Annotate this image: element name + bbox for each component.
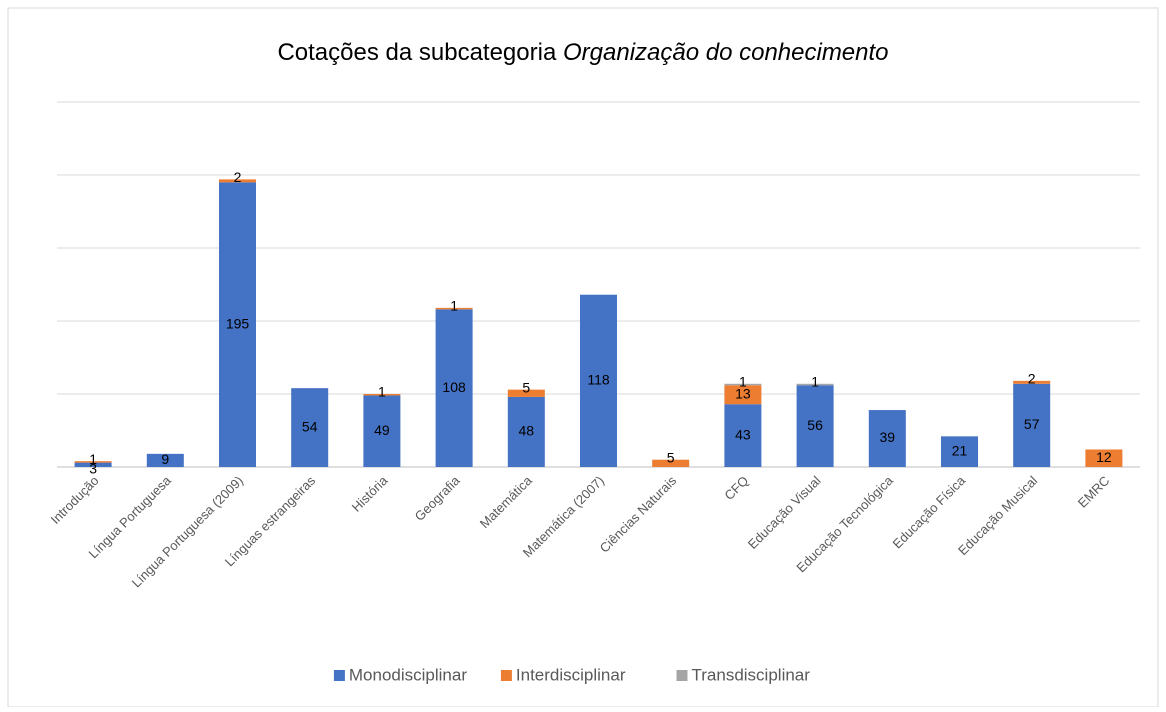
bar-segment xyxy=(941,436,978,467)
legend-swatch xyxy=(676,670,688,681)
bar-segment xyxy=(868,410,906,467)
bar-segment xyxy=(363,394,401,396)
bar-segment xyxy=(796,383,834,386)
title-part: Cotações da subcategoria xyxy=(277,39,557,66)
legend-label: Monodisciplinar xyxy=(349,665,467,684)
legend-swatch xyxy=(500,670,512,681)
bar-segment xyxy=(507,389,545,397)
data-label: 5 xyxy=(667,449,675,465)
legend-label: Interdisciplinar xyxy=(516,665,626,684)
bar-segment xyxy=(435,307,473,310)
data-label: 43 xyxy=(735,426,751,442)
chart-title: Cotações da subcategoria Organização do … xyxy=(277,39,888,66)
bar-segment xyxy=(1013,383,1051,467)
bar-segment xyxy=(652,459,690,467)
data-label: 1 xyxy=(378,384,386,400)
data-label: 5 xyxy=(522,379,530,395)
bar-segment xyxy=(74,461,112,463)
legend-swatch xyxy=(333,670,345,681)
bar-segment xyxy=(291,388,329,467)
bar-segment xyxy=(1085,449,1123,467)
data-label: 9 xyxy=(161,451,169,467)
data-label: 49 xyxy=(374,422,390,438)
data-label: 195 xyxy=(226,315,250,331)
data-label: 2 xyxy=(234,169,242,185)
data-label: 2 xyxy=(1028,371,1036,387)
bar-segment xyxy=(146,453,184,467)
bar-segment xyxy=(219,182,256,468)
bar-segment xyxy=(74,462,112,467)
bar-segment xyxy=(507,396,545,467)
data-label: 12 xyxy=(1096,449,1112,465)
bar-segment xyxy=(435,309,473,467)
title-part: Organização do conhecimento xyxy=(563,39,889,66)
bar-segment xyxy=(724,383,762,386)
data-label: 108 xyxy=(442,379,466,395)
data-label: 1 xyxy=(89,451,97,467)
data-label: 57 xyxy=(1024,416,1040,432)
bar-segment xyxy=(724,404,762,467)
data-label: 3 xyxy=(89,461,97,477)
data-label: 21 xyxy=(952,442,968,458)
legend-label: Transdisciplinar xyxy=(692,665,811,684)
data-label: 118 xyxy=(587,372,610,388)
bar-segment xyxy=(724,385,762,405)
data-label: 39 xyxy=(880,429,896,445)
data-label: 56 xyxy=(807,417,823,433)
data-label: 1 xyxy=(811,373,819,389)
bar-segment xyxy=(219,179,256,183)
bar-segment xyxy=(1013,380,1051,384)
bar-segment xyxy=(580,294,617,467)
bar-segment xyxy=(363,395,401,467)
data-label: 48 xyxy=(519,423,535,439)
data-label: 1 xyxy=(739,373,747,389)
data-label: 13 xyxy=(735,385,751,401)
bar-segment xyxy=(796,385,834,467)
data-label: 1 xyxy=(450,298,458,314)
data-label: 54 xyxy=(302,418,318,434)
